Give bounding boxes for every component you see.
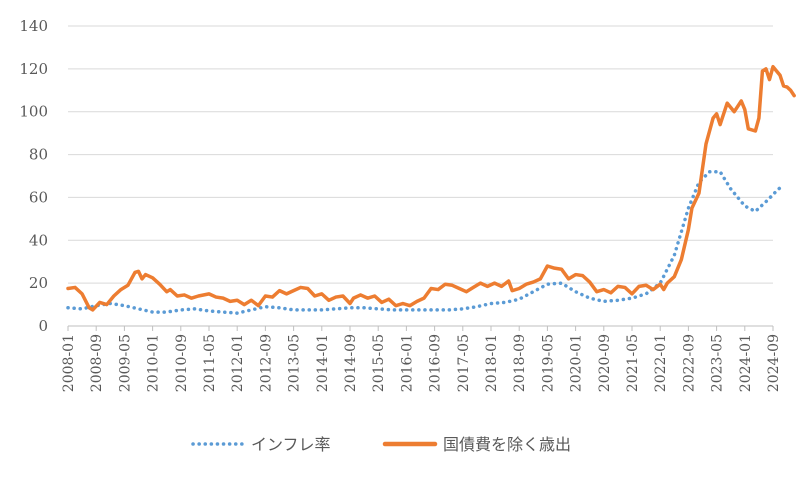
x-tick-label: 2016-09	[428, 334, 444, 392]
x-tick-label: 2020-09	[597, 334, 613, 392]
x-tick-label: 2019-05	[540, 334, 556, 392]
x-tick-label: 2015-05	[371, 334, 387, 392]
series-lines	[66, 64, 796, 315]
legend-label-spending: 国債費を除く歳出	[443, 435, 571, 454]
x-tick-label: 2016-01	[399, 334, 415, 392]
x-tick-label: 2014-09	[343, 334, 359, 392]
x-tick-label: 2022-09	[681, 334, 697, 392]
x-tick-label: 2012-09	[258, 334, 274, 392]
x-tick-label: 2020-01	[569, 334, 585, 392]
y-tick-label: 20	[29, 274, 48, 292]
series-line-inflation	[66, 169, 786, 315]
y-tick-label: 100	[19, 103, 48, 121]
series-line-spending	[66, 64, 796, 312]
legend: インフレ率 国債費を除く歳出	[191, 435, 571, 454]
x-tick-label: 2012-01	[230, 334, 246, 392]
legend-label-inflation: インフレ率	[251, 435, 331, 454]
x-tick-label: 2008-09	[89, 334, 105, 392]
x-tick-label: 2023-05	[710, 334, 726, 392]
x-tick-label: 2024-01	[738, 334, 754, 392]
x-tick-label: 2011-05	[202, 334, 218, 392]
x-tick-label: 2017-05	[456, 334, 472, 392]
x-tick-label: 2010-01	[146, 334, 162, 392]
y-tick-label: 120	[19, 60, 48, 78]
y-tick-label: 40	[29, 231, 48, 249]
x-tick-label: 2013-05	[287, 334, 303, 392]
x-axis-tick-labels: 2008-01 2008-09 2009-05 2010-01 2010-09 2011-…	[61, 326, 782, 392]
x-tick-label: 2010-09	[174, 334, 190, 392]
y-tick-label: 60	[29, 188, 48, 206]
x-tick-label: 2021-05	[625, 334, 641, 392]
y-tick-label: 140	[19, 17, 48, 35]
x-tick-label: 2009-05	[117, 334, 133, 392]
y-tick-label: 80	[29, 146, 48, 164]
x-tick-label: 2008-01	[61, 334, 77, 392]
x-tick-label: 2024-09	[766, 334, 782, 392]
x-tick-label: 2018-09	[512, 334, 528, 392]
y-tick-label: 0	[38, 317, 48, 335]
x-tick-label: 2014-01	[315, 334, 331, 392]
x-tick-label: 2018-01	[484, 334, 500, 392]
x-tick-label: 2022-01	[653, 334, 669, 392]
gridlines	[68, 25, 773, 284]
y-axis-tick-labels: 0 20 40 60 80 100 120 140	[19, 17, 48, 335]
